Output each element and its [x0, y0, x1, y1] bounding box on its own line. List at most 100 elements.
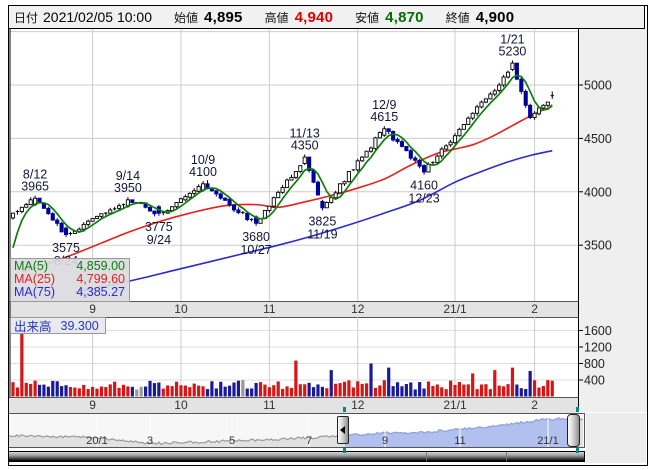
- axis-labels: 5000 4500 4000 3500 1600 1200 800 400 9 9 10 10 11 11…: [89, 79, 612, 413]
- svg-text:9/24: 9/24: [147, 233, 171, 247]
- time-axis-strip-main: [8, 301, 578, 318]
- high-value: 4,940: [294, 8, 334, 26]
- ma25-row: MA(25) 4,799.60: [14, 273, 125, 286]
- navigator-label: 3: [147, 435, 153, 447]
- navigator-label: 7: [306, 435, 312, 447]
- month-label: 11: [263, 302, 276, 316]
- svg-text:11/19: 11/19: [307, 227, 337, 241]
- navigator-label: 21/1: [537, 435, 558, 447]
- navigator-label: 5: [229, 435, 235, 447]
- svg-text:3950: 3950: [114, 181, 142, 195]
- open-field: 始値 4,895: [174, 9, 243, 26]
- month-label: 12: [351, 398, 365, 412]
- volume-label: 出来高 39.300: [10, 317, 106, 334]
- scrollbar-divider: [426, 452, 427, 461]
- ma25-line: [21, 105, 553, 273]
- svg-text:9/14: 9/14: [116, 169, 140, 183]
- low-field: 安値 4,870: [355, 9, 424, 26]
- volume-bars: [11, 325, 554, 397]
- price-tick-label: 3500: [584, 239, 612, 253]
- close-value: 4,900: [475, 8, 515, 26]
- selection-marker: [343, 407, 346, 412]
- open-label: 始値: [174, 10, 199, 25]
- month-label: 12: [351, 302, 365, 316]
- ma75-label: MA(75): [14, 285, 55, 299]
- month-label: 11: [263, 398, 276, 412]
- low-label: 安値: [355, 10, 380, 25]
- ma25-value: 4,799.60: [76, 272, 125, 286]
- navigator-label: 9: [382, 435, 388, 447]
- month-label: 2: [531, 398, 538, 412]
- svg-text:3680: 3680: [242, 230, 270, 244]
- svg-text:12/9: 12/9: [372, 98, 396, 112]
- date-field: 日付 2021/02/05 10:00: [14, 9, 152, 26]
- svg-text:4100: 4100: [189, 165, 217, 179]
- volume-tick-label: 800: [584, 357, 605, 371]
- volume-name: 出来高: [14, 320, 52, 334]
- moving-average-lines: [21, 105, 553, 293]
- ma5-line: [12, 74, 553, 249]
- volume-tick-label: 1200: [584, 341, 612, 355]
- selection-marker: [576, 407, 579, 412]
- range-handle-left[interactable]: [337, 416, 349, 444]
- navigator-chart: 20/1 3 5 7 9 11 21/1: [8, 414, 584, 447]
- low-value: 4,870: [385, 8, 424, 26]
- svg-text:10/9: 10/9: [191, 153, 215, 167]
- volume-tick-label: 1600: [584, 324, 612, 338]
- svg-text:3575: 3575: [52, 241, 80, 255]
- date-label: 日付: [14, 10, 39, 25]
- ma75-line: [74, 149, 553, 293]
- price-info-bar: 日付 2021/02/05 10:00 始値 4,895 高値 4,940 安値…: [8, 5, 645, 29]
- svg-text:11/13: 11/13: [290, 126, 320, 140]
- svg-text:12/23: 12/23: [408, 192, 439, 206]
- selection-marker: [576, 448, 579, 453]
- svg-text:3825: 3825: [308, 214, 336, 228]
- svg-text:4615: 4615: [370, 110, 398, 124]
- month-label: 21/1: [443, 302, 467, 316]
- price-tick-label: 4500: [584, 132, 612, 146]
- ma25-label: MA(25): [14, 272, 55, 286]
- range-handle-right[interactable]: [567, 414, 580, 447]
- close-label: 終値: [445, 10, 470, 25]
- ma5-label: MA(5): [14, 259, 49, 273]
- svg-text:4350: 4350: [291, 138, 319, 152]
- selection-marker: [343, 448, 346, 453]
- gridlines: [9, 29, 578, 397]
- month-label: 9: [89, 398, 96, 412]
- navigator-selection: [345, 414, 578, 447]
- month-label: 10: [174, 302, 188, 316]
- navigator-label: 20/1: [86, 435, 107, 447]
- month-label: 2: [531, 302, 538, 316]
- date-value: 2021/02/05 10:00: [43, 8, 153, 25]
- svg-text:5230: 5230: [499, 44, 527, 58]
- svg-text:3775: 3775: [145, 220, 173, 234]
- ma5-row: MA(5) 4,859.00: [14, 260, 125, 273]
- ma75-value: 4,385.27: [76, 285, 125, 299]
- ma75-row: MA(75) 4,385.27: [14, 286, 125, 299]
- svg-text:4160: 4160: [410, 179, 438, 193]
- svg-text:8/12: 8/12: [23, 168, 47, 182]
- svg-text:1/21: 1/21: [500, 32, 524, 46]
- price-tick-label: 5000: [584, 79, 612, 93]
- price-tick-label: 4000: [584, 185, 612, 199]
- close-field: 終値 4,900: [446, 9, 515, 26]
- ma-legend: MA(5) 4,859.00 MA(25) 4,799.60 MA(75) 4,…: [10, 258, 130, 302]
- navigator-right-gap: [586, 413, 646, 463]
- scrollbar-divider: [506, 452, 507, 461]
- svg-text:3965: 3965: [21, 180, 49, 194]
- month-label: 9: [89, 302, 96, 316]
- candles-layer: [10, 60, 554, 238]
- left-arrow-icon: [340, 426, 345, 434]
- high-field: 高値 4,940: [265, 9, 334, 26]
- svg-text:10/27: 10/27: [240, 243, 271, 257]
- high-label: 高値: [264, 10, 289, 25]
